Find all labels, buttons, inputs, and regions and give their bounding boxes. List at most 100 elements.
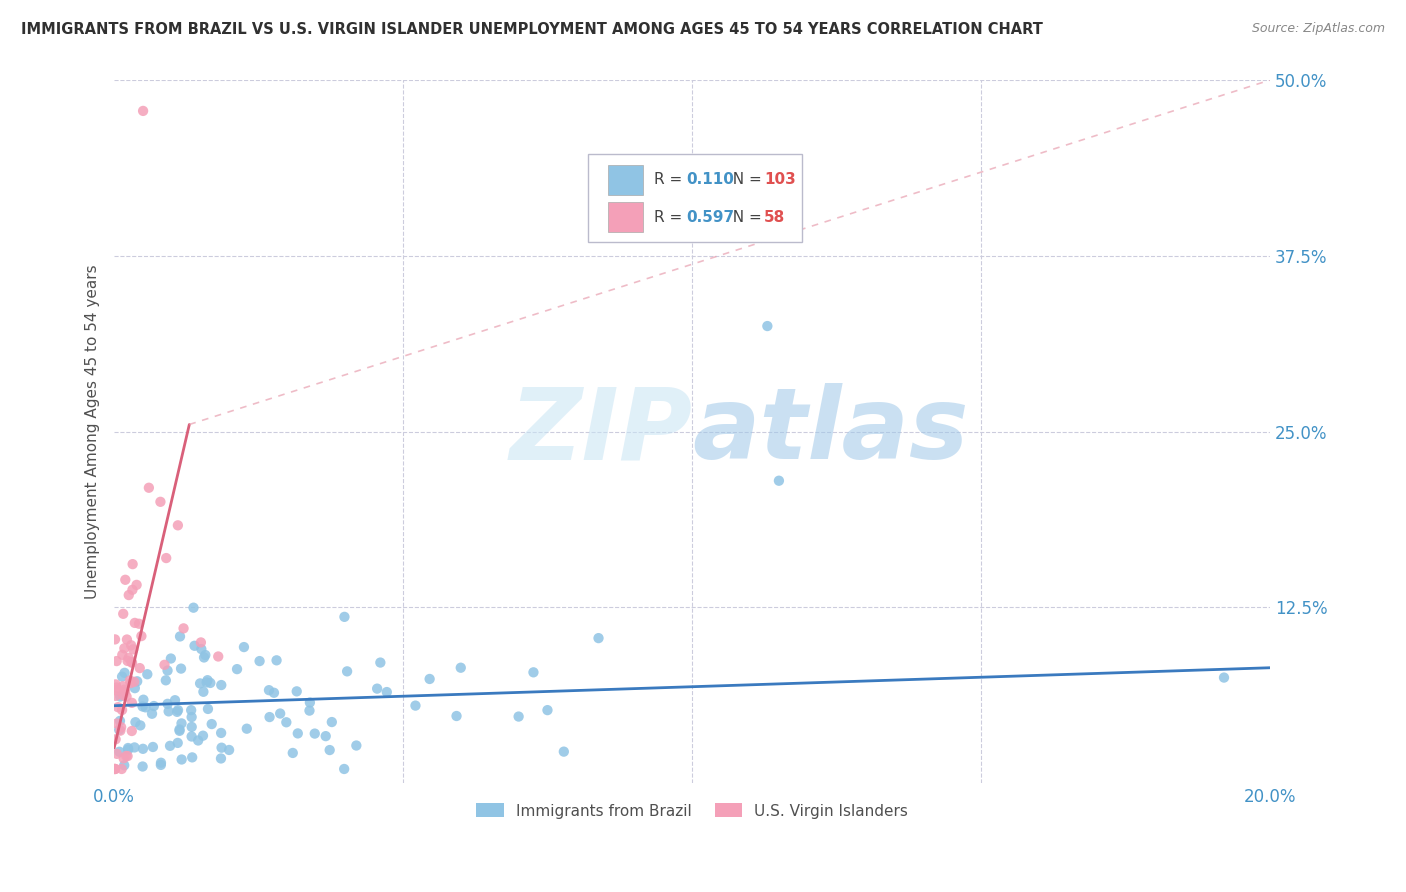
Point	[110, 723, 132, 738]
Point	[768, 474, 790, 488]
Point	[104, 689, 127, 703]
Point	[110, 720, 132, 734]
Point	[200, 676, 222, 690]
Point	[118, 673, 141, 688]
Point	[118, 588, 141, 602]
Point	[111, 670, 134, 684]
Text: 58: 58	[763, 210, 785, 225]
Point	[112, 682, 135, 697]
Point	[111, 679, 134, 693]
Point	[197, 702, 219, 716]
Point	[131, 629, 153, 643]
Point	[298, 696, 321, 710]
Point	[536, 703, 558, 717]
Point	[236, 722, 259, 736]
Point	[114, 665, 136, 680]
Point	[269, 706, 291, 721]
Point	[155, 673, 177, 688]
Point	[160, 651, 183, 665]
Point	[159, 739, 181, 753]
Point	[155, 551, 177, 566]
Point	[588, 631, 610, 645]
Point	[233, 640, 256, 654]
Point	[136, 667, 159, 681]
Point	[209, 678, 232, 692]
Point	[112, 758, 135, 772]
Point	[111, 703, 134, 717]
Point	[508, 709, 530, 723]
Point	[226, 662, 249, 676]
Point	[156, 697, 179, 711]
Point	[183, 639, 205, 653]
Point	[201, 717, 224, 731]
Point	[287, 726, 309, 740]
Point	[450, 661, 472, 675]
Point	[419, 672, 441, 686]
Point	[169, 723, 191, 737]
Point	[218, 743, 240, 757]
FancyBboxPatch shape	[588, 153, 801, 242]
Point	[117, 650, 139, 665]
Point	[375, 685, 398, 699]
Point	[104, 762, 127, 776]
Point	[120, 676, 142, 690]
Point	[181, 750, 204, 764]
Point	[105, 681, 128, 695]
Point	[131, 699, 153, 714]
Text: ZIP: ZIP	[509, 383, 692, 480]
Point	[156, 664, 179, 678]
Point	[120, 655, 142, 669]
Point	[191, 729, 214, 743]
Point	[188, 676, 211, 690]
Point	[114, 573, 136, 587]
Point	[180, 720, 202, 734]
Point	[121, 656, 143, 670]
Point	[108, 690, 131, 704]
Point	[318, 743, 340, 757]
Legend: Immigrants from Brazil, U.S. Virgin Islanders: Immigrants from Brazil, U.S. Virgin Isla…	[470, 797, 914, 824]
Point	[112, 751, 135, 765]
Point	[142, 699, 165, 714]
Point	[169, 723, 191, 738]
Point	[370, 656, 392, 670]
Text: N =: N =	[724, 172, 768, 187]
Point	[149, 758, 172, 772]
Point	[190, 642, 212, 657]
Point	[121, 582, 143, 597]
Point	[1213, 671, 1236, 685]
Point	[108, 723, 131, 737]
Point	[141, 706, 163, 721]
Point	[170, 662, 193, 676]
Point	[180, 703, 202, 717]
Text: atlas: atlas	[692, 383, 969, 480]
Point	[128, 661, 150, 675]
Point	[285, 684, 308, 698]
Point	[105, 654, 128, 668]
Point	[333, 762, 356, 776]
Point	[190, 635, 212, 649]
Point	[111, 648, 134, 662]
Text: N =: N =	[724, 210, 768, 225]
Point	[120, 638, 142, 652]
Point	[108, 714, 131, 728]
FancyBboxPatch shape	[607, 202, 643, 232]
Text: 0.110: 0.110	[686, 172, 734, 187]
Point	[193, 685, 215, 699]
Point	[142, 739, 165, 754]
Point	[167, 703, 190, 717]
Point	[298, 704, 321, 718]
Point	[163, 693, 186, 707]
Point	[209, 751, 232, 765]
Point	[266, 653, 288, 667]
Point	[117, 654, 139, 668]
Point	[124, 615, 146, 630]
Point	[117, 742, 139, 756]
Text: Source: ZipAtlas.com: Source: ZipAtlas.com	[1251, 22, 1385, 36]
Point	[321, 714, 343, 729]
Point	[104, 677, 127, 691]
Text: R =: R =	[654, 172, 688, 187]
Text: IMMIGRANTS FROM BRAZIL VS U.S. VIRGIN ISLANDER UNEMPLOYMENT AMONG AGES 45 TO 54 : IMMIGRANTS FROM BRAZIL VS U.S. VIRGIN IS…	[21, 22, 1043, 37]
Point	[149, 756, 172, 770]
Point	[187, 733, 209, 747]
Point	[107, 700, 129, 714]
